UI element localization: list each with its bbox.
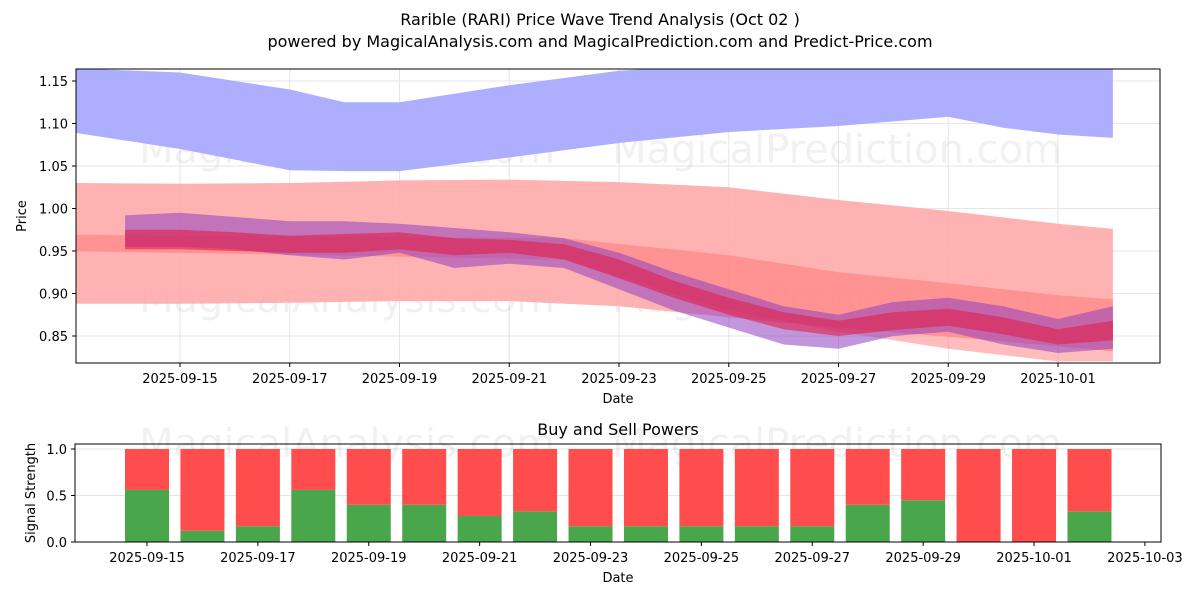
sell-bar [568,449,613,527]
buy-bar [679,526,724,542]
price-x-ticks: 2025-09-15 2025-09-17 2025-09-19 2025-09-21… [142,363,1096,387]
buy-bar [291,489,336,542]
buy-bar [734,526,779,542]
price-x-tick-label: 2025-09-23 [581,372,657,387]
price-y-tick-label: 1.10 [39,118,68,133]
price-band-group [76,69,1113,362]
buy-bar [180,530,225,542]
buy-bar [790,526,835,542]
price-x-tick-label: 2025-09-21 [471,372,547,387]
price-y-ticks: 0.85 0.90 0.95 1.00 1.05 1.10 1.15 [39,75,76,345]
buy-bar [346,504,391,542]
price-plot-frame [75,68,1161,364]
buy-sell-plot: Buy and Sell Powers MagicalAnalysis.com … [24,420,1183,586]
sell-bar [513,449,558,512]
buy-bar [901,500,946,542]
buy-bar [125,489,169,542]
upper-blue-band [76,69,1113,172]
buy-sell-bars [125,449,1112,542]
price-bands [76,69,1113,362]
price-plot: MagicalAnalysis.com MagicalPrediction.co… [15,68,1161,407]
price-y-tick-label: 1.15 [39,75,68,90]
buy-sell-y-ticks: 0.0 0.5 1.0 [46,443,75,551]
price-y-tick-label: 0.85 [39,330,68,345]
bar-x-tick-label: 2025-10-03 [1107,551,1183,566]
sell-bar [623,449,668,527]
sell-bar [125,449,169,490]
bar-x-tick-label: 2025-09-15 [109,551,185,566]
sell-bar [901,449,946,501]
price-x-tick-label: 2025-09-29 [910,372,986,387]
buy-bar [402,504,447,542]
bar-x-tick-label: 2025-09-25 [664,551,740,566]
bar-x-tick-label: 2025-10-01 [996,551,1072,566]
bar-y-tick-label: 1.0 [46,443,67,458]
buy-bar [1067,511,1112,542]
buy-bar [845,504,890,542]
bar-x-tick-label: 2025-09-29 [885,551,961,566]
price-y-tick-label: 0.90 [39,288,68,303]
price-y-tick-label: 1.05 [39,160,68,175]
buy-sell-x-axis-label: Date [602,571,633,586]
buy-bar [623,526,668,542]
price-y-axis-label: Price [15,200,30,232]
buy-sell-title: Buy and Sell Powers [537,420,699,439]
chart-title: Rarible (RARI) Price Wave Trend Analysis… [400,10,800,29]
buy-bar [568,526,613,542]
sell-bar [734,449,779,527]
sell-bar [291,449,336,490]
buy-bar [457,515,502,542]
bar-x-tick-label: 2025-09-17 [220,551,296,566]
buy-bar [235,526,280,542]
sell-bar [1012,449,1057,542]
bar-x-tick-label: 2025-09-21 [442,551,518,566]
sell-bar [457,449,502,516]
price-x-tick-label: 2025-09-19 [362,372,438,387]
sell-bar [1067,449,1112,512]
price-x-tick-label: 2025-09-15 [142,372,218,387]
chart-subtitle: powered by MagicalAnalysis.com and Magic… [267,32,933,51]
sell-bar [346,449,391,505]
bar-y-tick-label: 0.5 [46,490,67,505]
price-wave-red [125,229,1113,345]
price-y-tick-label: 0.95 [39,245,68,260]
price-x-tick-label: 2025-10-01 [1020,372,1096,387]
sell-bar [679,449,724,527]
sell-bar [180,449,225,531]
buy-sell-plot-frame [74,443,1162,543]
sell-bar [235,449,280,527]
buy-sell-x-ticks: 2025-09-15 2025-09-17 2025-09-19 2025-09-21… [109,542,1183,566]
price-x-axis-label: Date [602,392,633,407]
price-x-tick-label: 2025-09-17 [252,372,328,387]
bar-x-tick-label: 2025-09-23 [553,551,629,566]
bar-x-tick-label: 2025-09-27 [774,551,850,566]
sell-bar [402,449,447,505]
sell-bar [790,449,835,527]
price-x-tick-label: 2025-09-27 [801,372,877,387]
sell-bar [956,449,1001,542]
price-x-tick-label: 2025-09-25 [691,372,767,387]
buy-sell-y-axis-label: Signal Strength [24,443,39,543]
sell-bar [845,449,890,505]
buy-bar [513,511,558,542]
price-y-tick-label: 1.00 [39,203,68,218]
bar-x-tick-label: 2025-09-19 [331,551,407,566]
bar-y-tick-label: 0.0 [46,536,67,551]
